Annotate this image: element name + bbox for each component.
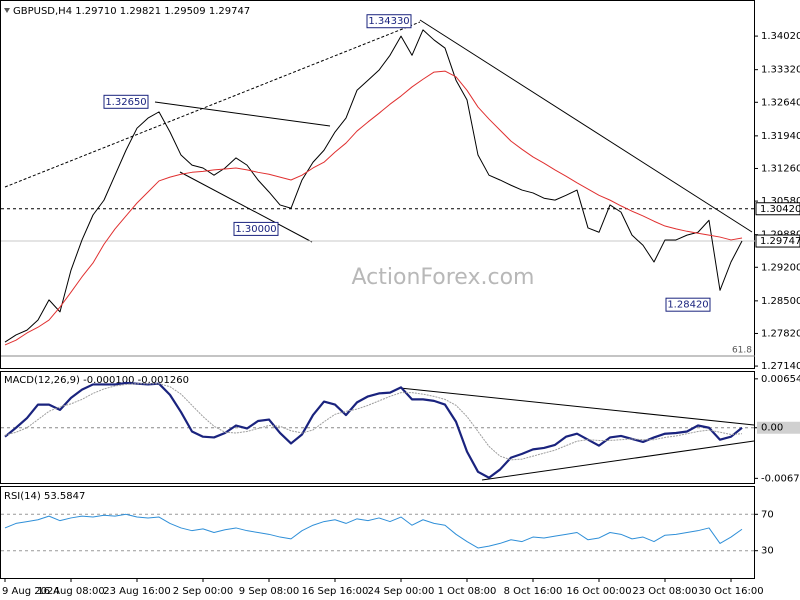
- annotation-box: [665, 297, 711, 312]
- annotation-box: [366, 14, 412, 29]
- rsi-panel: [0, 486, 755, 579]
- level-label: 1.29747: [760, 236, 800, 247]
- y-tick-label: 1.27820: [761, 328, 800, 339]
- x-tick-label: 2 Sep 00:00: [173, 586, 233, 597]
- y-tick-label: 1.31940: [761, 131, 800, 142]
- fib-label: 61.8: [732, 346, 752, 356]
- y-tick-label: -0.006778: [761, 473, 800, 484]
- trendline: [154, 101, 331, 127]
- trendline: [399, 387, 755, 426]
- y-tick-label: 1.31260: [761, 163, 800, 174]
- series-line: [4, 70, 743, 346]
- x-tick-label: 23 Aug 16:00: [103, 586, 170, 597]
- y-tick-label: 1.29200: [761, 262, 800, 273]
- x-tick-label: 1 Oct 08:00: [438, 586, 497, 597]
- x-tick-label: 16 Oct 00:00: [566, 586, 631, 597]
- y-tick-label: 30: [761, 546, 774, 557]
- x-tick-label: 9 Aug 2024: [2, 586, 60, 597]
- y-tick-label: 1.34020: [761, 31, 800, 42]
- annotation-label: 1.28420: [667, 300, 708, 311]
- watermark: ActionForex.com: [352, 265, 535, 290]
- trendlines: [4, 19, 755, 481]
- trendline: [419, 19, 753, 233]
- y-tick-label: 1.28500: [761, 296, 800, 307]
- x-tick-label: 8 Oct 16:00: [504, 586, 563, 597]
- y-tick-label: 1.30580: [761, 196, 800, 207]
- level-tag: [755, 234, 800, 248]
- trendline: [481, 440, 755, 481]
- y-tick-label: 1.32640: [761, 97, 800, 108]
- level-label: 1.30420: [760, 204, 800, 215]
- x-tick-label: 9 Sep 08:00: [239, 586, 299, 597]
- macd-title: MACD(12,26,9) -0.000100 -0.001260: [4, 375, 189, 386]
- level-tag: [755, 202, 800, 216]
- x-tick-label: 24 Sep 00:00: [368, 586, 435, 597]
- x-tick-label: 16 Sep 16:00: [302, 586, 369, 597]
- series-line: [4, 383, 743, 461]
- x-tick-label: 30 Oct 16:00: [698, 586, 763, 597]
- symbol-icon: [4, 8, 10, 13]
- annotation-label: 1.34330: [368, 16, 409, 27]
- series-line: [4, 381, 743, 479]
- annotation-box: [233, 221, 279, 236]
- annotation-box: [103, 94, 149, 109]
- macd-panel: [0, 371, 755, 484]
- tick-tag: [757, 421, 800, 434]
- x-tick-label: 23 Oct 08:00: [632, 586, 697, 597]
- trendline: [4, 21, 421, 188]
- x-tick-label: 16 Aug 08:00: [37, 586, 104, 597]
- price-title: GBPUSD,H4 1.29710 1.29821 1.29509 1.2974…: [13, 6, 250, 17]
- rsi-title: RSI(14) 53.5847: [4, 491, 85, 502]
- annotation-label: 1.32650: [105, 97, 146, 108]
- y-tick-label: 0.006549: [761, 374, 800, 385]
- trendline: [179, 171, 313, 243]
- annotation-label: 1.30000: [235, 224, 276, 235]
- y-tick-label: 1.27140: [761, 361, 800, 372]
- y-tick-label: 70: [761, 509, 774, 520]
- y-tick-label: 0.00: [761, 423, 783, 434]
- series-line: [4, 513, 743, 549]
- series-line: [4, 29, 743, 343]
- price-panel: [0, 0, 755, 369]
- y-tick-label: 1.33320: [761, 65, 800, 76]
